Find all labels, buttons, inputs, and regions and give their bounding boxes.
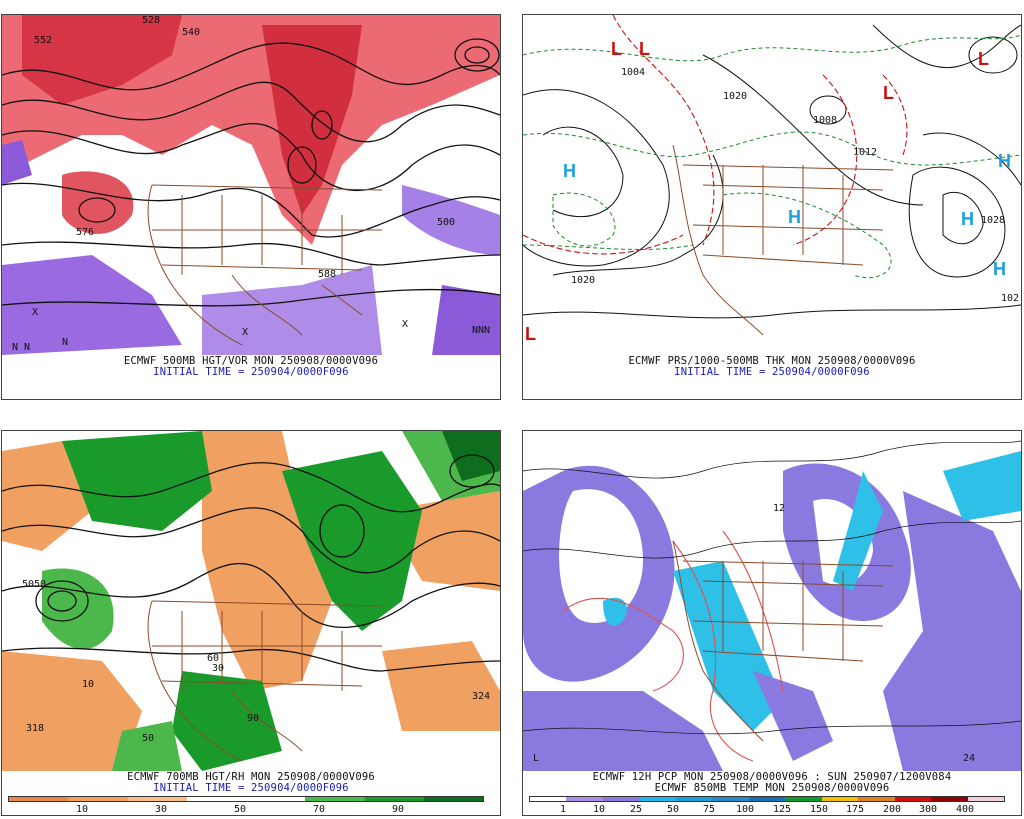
svg-text:H: H [788, 207, 801, 227]
svg-text:L: L [525, 324, 536, 344]
map-700mb-svg: 318 324 10 50 30 90 60 5050 [2, 431, 500, 771]
colorbar-label: 100 [735, 804, 755, 815]
colorbar-label: 10 [592, 804, 606, 815]
panel-caption-secondary: ECMWF 850MB TEMP MON 250908/0000V096 [654, 782, 890, 794]
svg-text:1020: 1020 [571, 275, 595, 286]
map-precip-svg: 12 24 L [523, 431, 1021, 771]
panel-initial-time: INITIAL TIME = 250904/0000F096 [674, 366, 870, 378]
svg-text:L: L [883, 83, 894, 103]
panel-caption: ECMWF 12H PCP MON 250908/0000V096 : SUN … [592, 771, 952, 783]
colorbar-label: 25 [629, 804, 643, 815]
svg-text:552: 552 [34, 35, 52, 46]
colorbar-label: 125 [772, 804, 792, 815]
panel-precip-850temp: 12 24 L ECMWF 12H PCP MON 250908/0000V096… [522, 430, 1022, 816]
svg-text:5050: 5050 [22, 579, 46, 590]
svg-text:588: 588 [318, 269, 336, 280]
svg-text:12: 12 [773, 503, 785, 514]
colorbar-label: 10 [75, 804, 89, 815]
panel-500mb-hgt-vor: 552 528 540 576 500 588 X X X NNN N N N ECMWF 50… [1, 14, 501, 400]
svg-text:H: H [998, 151, 1011, 171]
panel-caption: ECMWF PRS/1000-500MB THK MON 250908/0000… [628, 355, 916, 367]
colorbar-label: 150 [809, 804, 829, 815]
map-pressure: H H H H H L L L L L 1020 1020 1028 102 100… [523, 15, 1021, 355]
map-pressure-svg: H H H H H L L L L L 1020 1020 1028 102 100… [523, 15, 1021, 355]
colorbar-label: 1 [559, 804, 567, 815]
colorbar-label: 70 [312, 804, 326, 815]
svg-text:1020: 1020 [723, 91, 747, 102]
panel-700mb-hgt-rh: 318 324 10 50 30 90 60 5050 ECMWF 700MB HGT/… [1, 430, 501, 816]
svg-text:540: 540 [182, 27, 200, 38]
panel-caption: ECMWF 500MB HGT/VOR MON 250908/0000V096 [123, 355, 379, 367]
map-700mb: 318 324 10 50 30 90 60 5050 [2, 431, 500, 771]
svg-text:N: N [62, 337, 68, 348]
map-500mb-svg: 552 528 540 576 500 588 X X X NNN N N N [2, 15, 500, 355]
colorbar-label: 50 [233, 804, 247, 815]
colorbar-label: 300 [918, 804, 938, 815]
map-500mb: 552 528 540 576 500 588 X X X NNN N N N [2, 15, 500, 355]
svg-text:H: H [961, 209, 974, 229]
svg-text:X: X [242, 327, 248, 338]
svg-text:1028: 1028 [981, 215, 1005, 226]
svg-text:10: 10 [82, 679, 94, 690]
panel-pressure-thickness: H H H H H L L L L L 1020 1020 1028 102 100… [522, 14, 1022, 400]
panel-initial-time: INITIAL TIME = 250904/0000F096 [153, 366, 349, 378]
colorbar-label: 90 [391, 804, 405, 815]
svg-text:528: 528 [142, 15, 160, 26]
svg-text:NNN: NNN [472, 325, 490, 336]
svg-text:30: 30 [212, 663, 224, 674]
svg-text:318: 318 [26, 723, 44, 734]
colorbar-label: 400 [955, 804, 975, 815]
panel-initial-time: INITIAL TIME = 250904/0000F096 [153, 782, 349, 794]
svg-text:X: X [402, 319, 408, 330]
colorbar-label: 30 [154, 804, 168, 815]
colorbar-label: 175 [845, 804, 865, 815]
svg-text:60: 60 [207, 653, 219, 664]
precip-colorbar [529, 796, 1005, 802]
svg-text:24: 24 [963, 753, 975, 764]
svg-text:324: 324 [472, 691, 490, 702]
rh-colorbar [8, 796, 484, 802]
colorbar-label: 75 [702, 804, 716, 815]
svg-text:500: 500 [437, 217, 455, 228]
svg-text:N N: N N [12, 342, 30, 353]
svg-text:H: H [993, 259, 1006, 279]
map-precip: 12 24 L [523, 431, 1021, 771]
colorbar-label: 200 [882, 804, 902, 815]
svg-text:L: L [611, 39, 622, 59]
svg-text:1004: 1004 [621, 67, 645, 78]
panel-caption: ECMWF 700MB HGT/RH MON 250908/0000V096 [127, 771, 375, 783]
precip-colorbar-labels: 1 10 25 50 75 100 125 150 175 200 300 40… [523, 804, 1021, 816]
svg-text:H: H [563, 161, 576, 181]
svg-text:X: X [32, 307, 38, 318]
svg-text:1012: 1012 [853, 147, 877, 158]
svg-text:L: L [639, 39, 650, 59]
colorbar-label: 50 [666, 804, 680, 815]
svg-text:90: 90 [247, 713, 259, 724]
svg-text:576: 576 [76, 227, 94, 238]
svg-text:L: L [533, 753, 539, 764]
rh-colorbar-labels: 10 30 50 70 90 [2, 804, 500, 816]
svg-text:50: 50 [142, 733, 154, 744]
svg-text:102: 102 [1001, 293, 1019, 304]
svg-text:L: L [978, 49, 989, 69]
svg-text:1008: 1008 [813, 115, 837, 126]
